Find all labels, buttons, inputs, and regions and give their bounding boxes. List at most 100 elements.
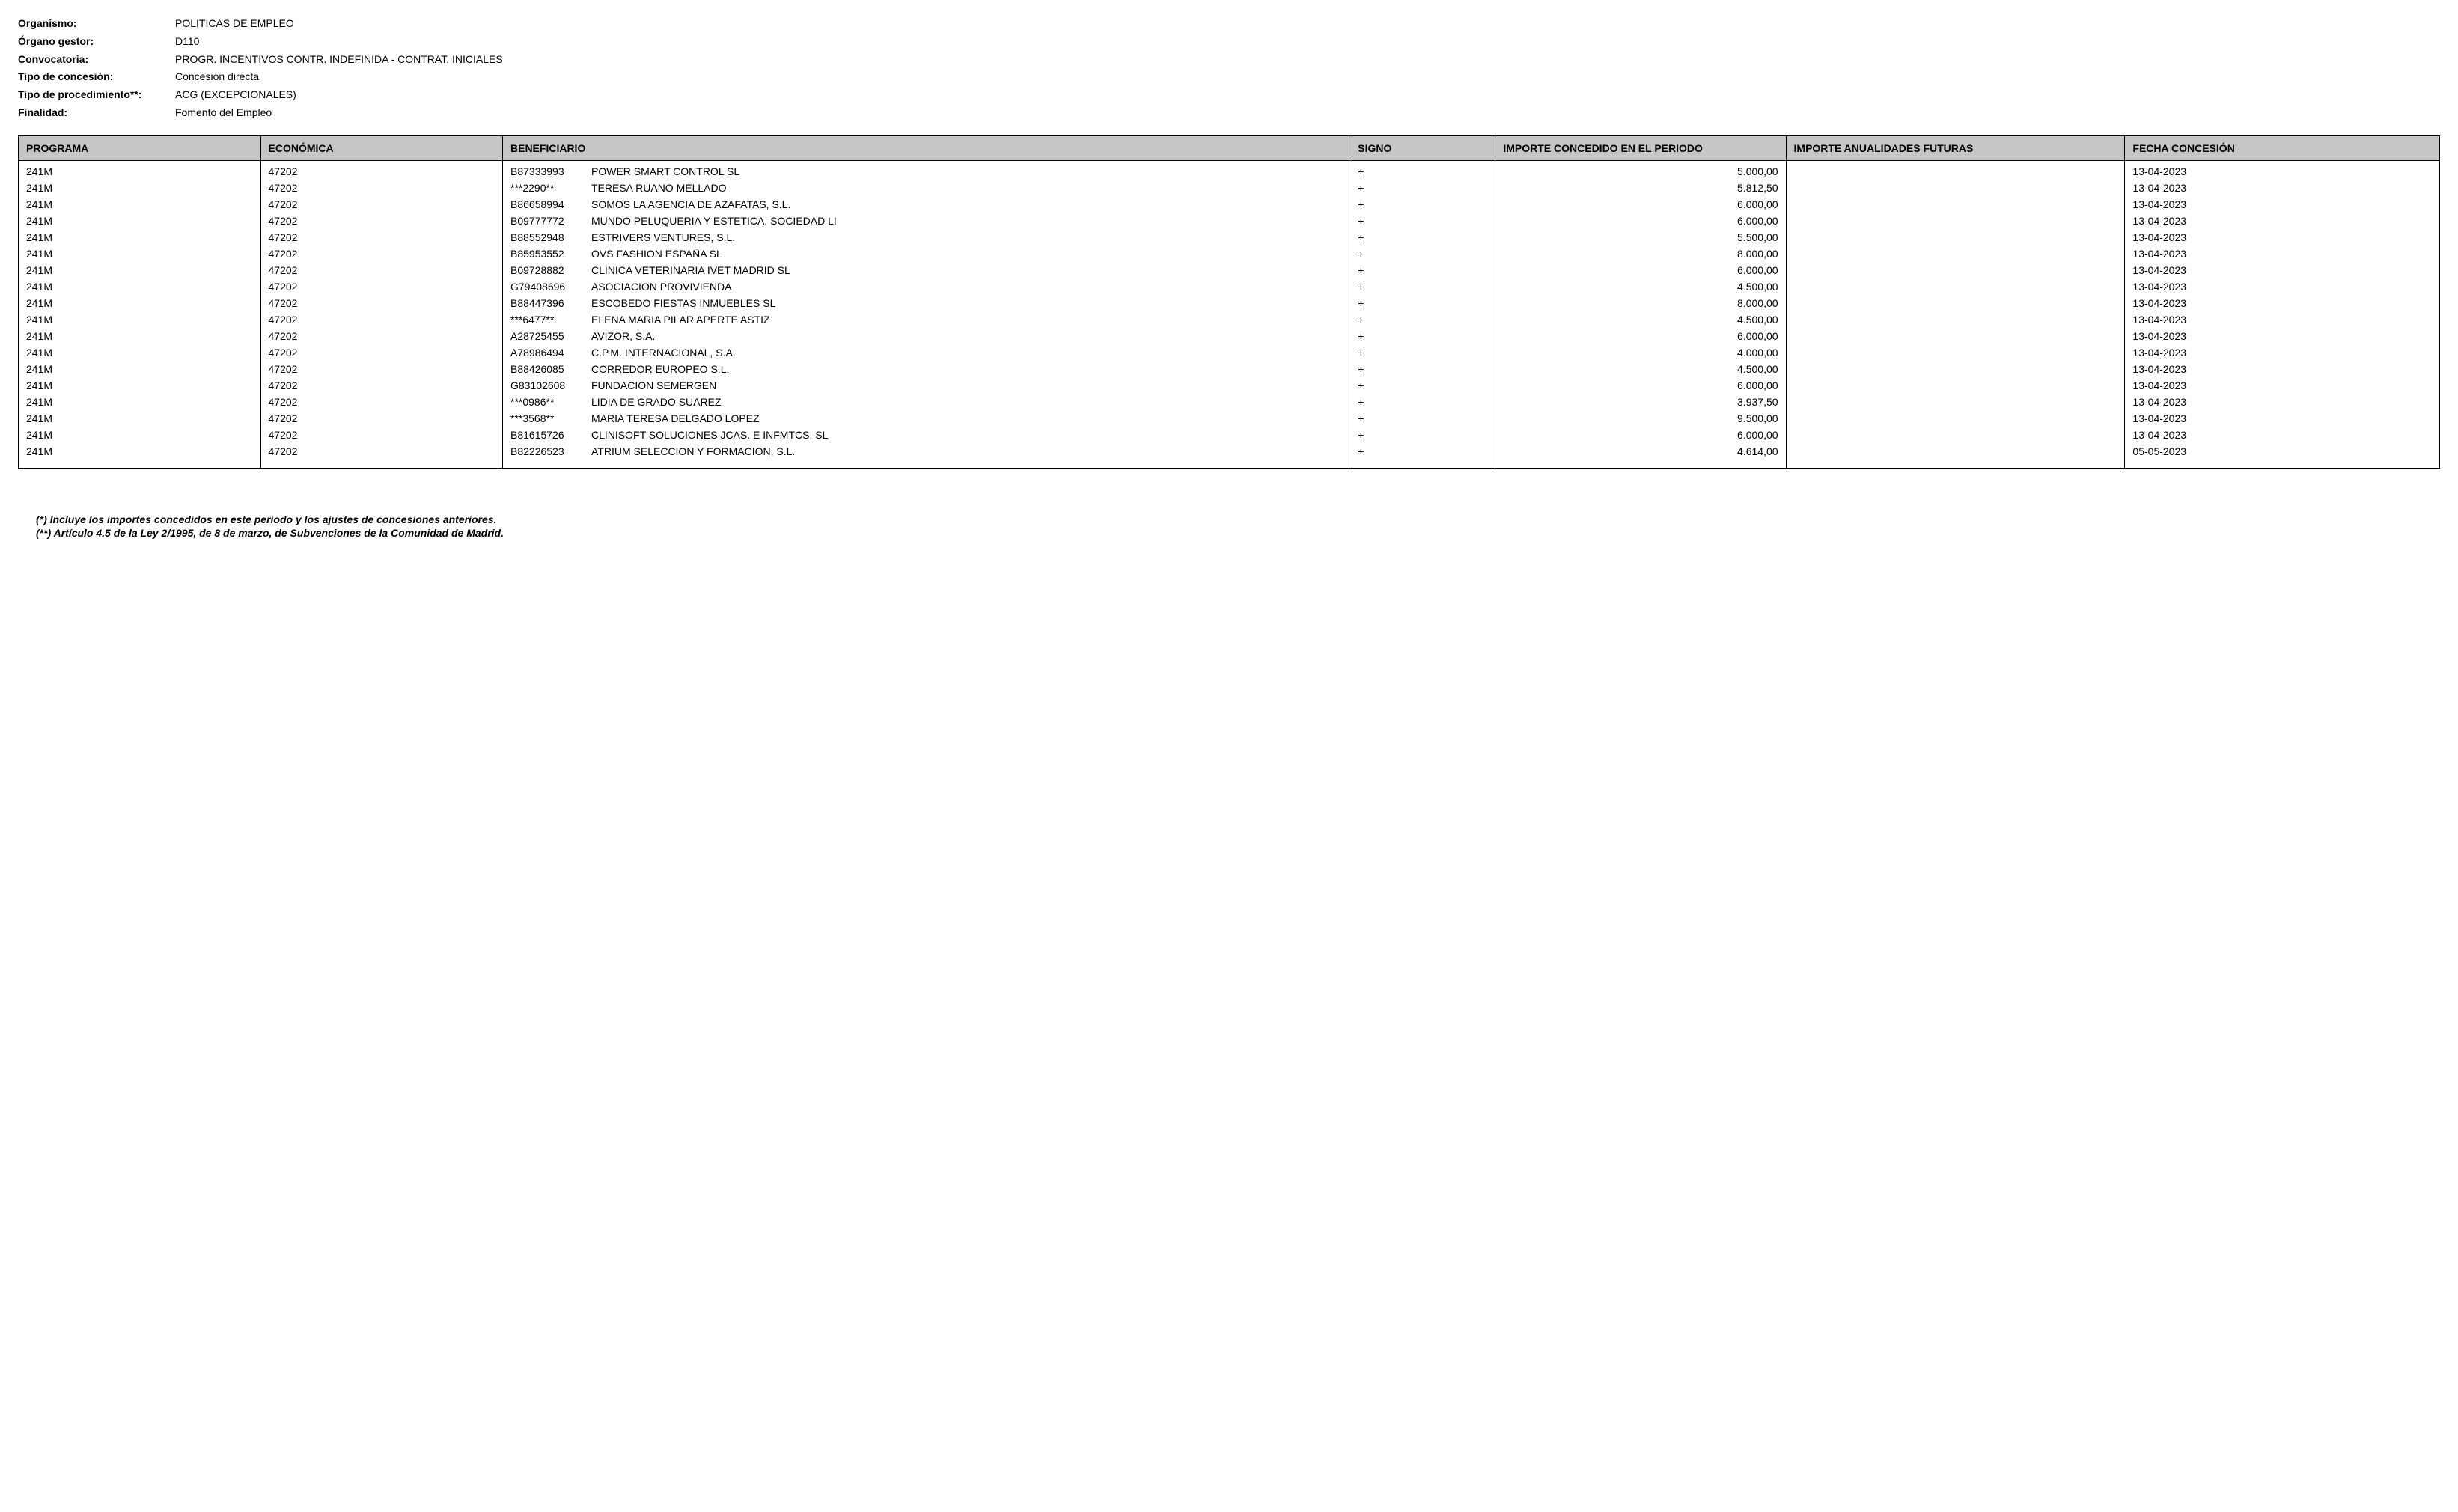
cell-economica: 47202 xyxy=(260,196,503,213)
cell-beneficiario: B88552948ESTRIVERS VENTURES, S.L. xyxy=(503,229,1350,246)
beneficiario-nombre: ESTRIVERS VENTURES, S.L. xyxy=(591,231,1342,243)
cell-programa: 241M xyxy=(19,410,261,427)
meta-value: PROGR. INCENTIVOS CONTR. INDEFINIDA - CO… xyxy=(175,51,503,69)
cell-fecha: 13-04-2023 xyxy=(2125,160,2440,180)
table-row: 241M47202***6477**ELENA MARIA PILAR APER… xyxy=(19,311,2440,328)
beneficiario-nif: ***3568** xyxy=(510,412,591,424)
meta-value: Fomento del Empleo xyxy=(175,104,272,122)
beneficiario-nif: B88447396 xyxy=(510,297,591,309)
cell-signo: + xyxy=(1350,295,1495,311)
cell-importe-futuras xyxy=(1786,410,2125,427)
cell-fecha: 13-04-2023 xyxy=(2125,229,2440,246)
cell-importe-futuras xyxy=(1786,427,2125,443)
cell-economica: 47202 xyxy=(260,377,503,394)
th-importe-periodo: IMPORTE CONCEDIDO EN EL PERIODO xyxy=(1495,135,1786,160)
beneficiario-nif: B87333993 xyxy=(510,165,591,177)
beneficiario-nif: ***2290** xyxy=(510,182,591,194)
cell-beneficiario: G83102608FUNDACION SEMERGEN xyxy=(503,377,1350,394)
table-row: 241M47202 B09777772MUNDO PELUQUERIA Y EST… xyxy=(19,213,2440,229)
cell-beneficiario: B87333993POWER SMART CONTROL SL xyxy=(503,160,1350,180)
metadata-block: Organismo: POLITICAS DE EMPLEO Órgano ge… xyxy=(18,15,2440,122)
cell-programa: 241M xyxy=(19,311,261,328)
cell-economica: 47202 xyxy=(260,328,503,344)
cell-economica: 47202 xyxy=(260,246,503,262)
beneficiario-nif: B88426085 xyxy=(510,363,591,375)
meta-label: Convocatoria: xyxy=(18,51,175,69)
cell-importe-periodo: 3.937,50 xyxy=(1495,394,1786,410)
beneficiario-nombre: SOMOS LA AGENCIA DE AZAFATAS, S.L. xyxy=(591,198,1342,210)
cell-fecha: 13-04-2023 xyxy=(2125,377,2440,394)
beneficiario-nif: B81615726 xyxy=(510,429,591,441)
table-row: 241M47202***0986**LIDIA DE GRADO SUAREZ+… xyxy=(19,394,2440,410)
cell-programa: 241M xyxy=(19,262,261,278)
cell-signo: + xyxy=(1350,328,1495,344)
cell-importe-periodo: 5.812,50 xyxy=(1495,180,1786,196)
cell-fecha: 13-04-2023 xyxy=(2125,278,2440,295)
cell-importe-futuras xyxy=(1786,278,2125,295)
cell-signo: + xyxy=(1350,229,1495,246)
meta-row-tipo-procedimiento: Tipo de procedimiento**: ACG (EXCEPCIONA… xyxy=(18,86,2440,104)
cell-beneficiario: B81615726CLINISOFT SOLUCIONES JCAS. E IN… xyxy=(503,427,1350,443)
cell-economica: 47202 xyxy=(260,278,503,295)
meta-value: D110 xyxy=(175,33,199,51)
cell-signo: + xyxy=(1350,160,1495,180)
cell-fecha: 13-04-2023 xyxy=(2125,196,2440,213)
table-row: 241M47202B09728882CLINICA VETERINARIA IV… xyxy=(19,262,2440,278)
cell-programa: 241M xyxy=(19,295,261,311)
cell-fecha: 13-04-2023 xyxy=(2125,246,2440,262)
cell-programa: 241M xyxy=(19,213,261,229)
cell-importe-periodo: 4.614,00 xyxy=(1495,443,1786,469)
cell-programa: 241M xyxy=(19,394,261,410)
meta-value: ACG (EXCEPCIONALES) xyxy=(175,86,296,104)
cell-signo: + xyxy=(1350,213,1495,229)
table-row: 241M47202B85953552OVS FASHION ESPAÑA SL+… xyxy=(19,246,2440,262)
cell-signo: + xyxy=(1350,361,1495,377)
footnote-1: (*) Incluye los importes concedidos en e… xyxy=(36,513,2440,525)
cell-importe-periodo: 4.000,00 xyxy=(1495,344,1786,361)
cell-signo: + xyxy=(1350,410,1495,427)
beneficiario-nombre: MUNDO PELUQUERIA Y ESTETICA, SOCIEDAD LI xyxy=(591,215,1342,227)
cell-importe-futuras xyxy=(1786,246,2125,262)
meta-label: Tipo de procedimiento**: xyxy=(18,86,175,104)
cell-economica: 47202 xyxy=(260,443,503,469)
table-row: 241M47202A28725455AVIZOR, S.A.+6.000,001… xyxy=(19,328,2440,344)
beneficiario-nombre: CLINISOFT SOLUCIONES JCAS. E INFMTCS, SL xyxy=(591,429,1342,441)
cell-economica: 47202 xyxy=(260,427,503,443)
meta-row-convocatoria: Convocatoria: PROGR. INCENTIVOS CONTR. I… xyxy=(18,51,2440,69)
cell-fecha: 13-04-2023 xyxy=(2125,295,2440,311)
meta-label: Finalidad: xyxy=(18,104,175,122)
beneficiario-nombre: CORREDOR EUROPEO S.L. xyxy=(591,363,1342,375)
cell-programa: 241M xyxy=(19,196,261,213)
cell-programa: 241M xyxy=(19,427,261,443)
beneficiario-nombre: LIDIA DE GRADO SUAREZ xyxy=(591,396,1342,408)
cell-importe-periodo: 6.000,00 xyxy=(1495,427,1786,443)
th-programa: PROGRAMA xyxy=(19,135,261,160)
cell-programa: 241M xyxy=(19,278,261,295)
cell-fecha: 05-05-2023 xyxy=(2125,443,2440,469)
meta-label: Organismo: xyxy=(18,15,175,33)
cell-beneficiario: B82226523ATRIUM SELECCION Y FORMACION, S… xyxy=(503,443,1350,469)
cell-beneficiario: ***2290**TERESA RUANO MELLADO xyxy=(503,180,1350,196)
concesiones-table: PROGRAMA ECONÓMICA BENEFICIARIO SIGNO IM… xyxy=(18,135,2440,469)
cell-beneficiario: B88447396ESCOBEDO FIESTAS INMUEBLES SL xyxy=(503,295,1350,311)
cell-importe-periodo: 8.000,00 xyxy=(1495,295,1786,311)
cell-economica: 47202 xyxy=(260,213,503,229)
table-row: 241M47202B81615726CLINISOFT SOLUCIONES J… xyxy=(19,427,2440,443)
cell-importe-periodo: 4.500,00 xyxy=(1495,361,1786,377)
beneficiario-nif: B86658994 xyxy=(510,198,591,210)
meta-value: POLITICAS DE EMPLEO xyxy=(175,15,294,33)
cell-importe-periodo: 6.000,00 xyxy=(1495,377,1786,394)
cell-signo: + xyxy=(1350,262,1495,278)
cell-importe-futuras xyxy=(1786,344,2125,361)
cell-importe-futuras xyxy=(1786,229,2125,246)
beneficiario-nombre: CLINICA VETERINARIA IVET MADRID SL xyxy=(591,264,1342,276)
cell-beneficiario: B88426085CORREDOR EUROPEO S.L. xyxy=(503,361,1350,377)
beneficiario-nif: B09777772 xyxy=(510,215,591,227)
table-row: 241M47202***3568**MARIA TERESA DELGADO L… xyxy=(19,410,2440,427)
beneficiario-nif: B85953552 xyxy=(510,248,591,260)
cell-economica: 47202 xyxy=(260,229,503,246)
beneficiario-nif: A78986494 xyxy=(510,347,591,359)
table-row: 241M47202A78986494C.P.M. INTERNACIONAL, … xyxy=(19,344,2440,361)
cell-signo: + xyxy=(1350,278,1495,295)
cell-beneficiario: ***0986**LIDIA DE GRADO SUAREZ xyxy=(503,394,1350,410)
